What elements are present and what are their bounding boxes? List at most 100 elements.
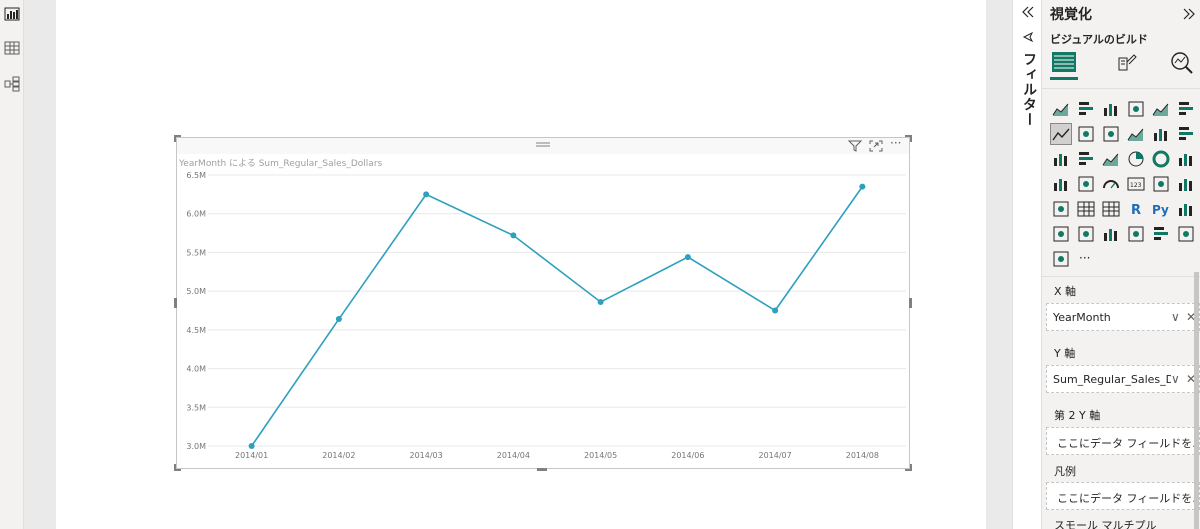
- decomposition-tree-button[interactable]: [1050, 223, 1072, 245]
- small-multiples-label: スモール マルチプル: [1054, 519, 1157, 529]
- line-chart-button[interactable]: [1050, 123, 1072, 145]
- y-tick-label: 5.5M: [186, 248, 206, 257]
- filter-pane-collapsed[interactable]: フィルター: [1012, 0, 1042, 529]
- key-influencers-button[interactable]: [1175, 198, 1197, 220]
- double-chevron-left-icon[interactable]: [1021, 6, 1035, 18]
- data-point[interactable]: [772, 307, 779, 314]
- model-view-icon[interactable]: [4, 76, 20, 92]
- qa-button[interactable]: [1075, 223, 1097, 245]
- decomposition-tree-icon: [1053, 226, 1069, 242]
- y-axis-well[interactable]: Sum_Regular_Sales_D... ∨ ✕: [1046, 365, 1200, 393]
- donut-chart-button[interactable]: [1150, 148, 1172, 170]
- pane-scrollbar[interactable]: [1194, 272, 1199, 529]
- area-chart-button[interactable]: [1075, 123, 1097, 145]
- smart-narrative-icon: [1104, 229, 1117, 241]
- pie-chart-icon: [1128, 151, 1144, 167]
- table-view-icon[interactable]: [4, 40, 20, 56]
- build-visual-tab[interactable]: [1050, 50, 1078, 80]
- resize-handle-left[interactable]: [174, 298, 177, 308]
- chevron-down-icon[interactable]: ∨: [1171, 372, 1180, 386]
- focus-mode-icon[interactable]: [869, 140, 883, 152]
- filter-pane-icon: [1022, 31, 1034, 43]
- pie-chart-button[interactable]: [1125, 148, 1147, 170]
- resize-handle-top-right[interactable]: [905, 135, 912, 142]
- resize-handle-right[interactable]: [909, 298, 912, 308]
- donut-chart-icon: [1152, 150, 1170, 168]
- x-axis-field[interactable]: YearMonth: [1053, 311, 1111, 324]
- data-point[interactable]: [684, 254, 691, 261]
- data-point[interactable]: [597, 298, 604, 305]
- slicer-icon: [1053, 201, 1069, 217]
- ribbon-chart-button[interactable]: [1175, 123, 1197, 145]
- resize-handle-bottom-right[interactable]: [905, 464, 912, 471]
- power-automate-button[interactable]: [1050, 248, 1072, 270]
- remove-field-icon[interactable]: ✕: [1186, 372, 1197, 386]
- secondary-y-axis-label: 第 2 Y 軸: [1054, 409, 1101, 422]
- more-options-icon[interactable]: ···: [890, 136, 902, 150]
- gauge-button[interactable]: [1100, 173, 1122, 195]
- 100-stacked-column-chart-button[interactable]: [1175, 98, 1197, 120]
- report-view-icon[interactable]: [4, 6, 20, 22]
- power-automate-icon: [1053, 251, 1069, 267]
- clustered-bar-chart-button[interactable]: [1100, 98, 1122, 120]
- y-axis-field[interactable]: Sum_Regular_Sales_D...: [1053, 373, 1171, 386]
- more-visuals-button[interactable]: ···: [1075, 248, 1097, 270]
- data-point[interactable]: [859, 183, 866, 190]
- analytics-icon: [1171, 52, 1193, 74]
- chevron-down-icon[interactable]: ∨: [1171, 310, 1180, 324]
- more-visuals-icon: ···: [1079, 251, 1090, 265]
- line-chart-visual[interactable]: ··· YearMonth による Sum_Regular_Sales_Doll…: [174, 135, 912, 471]
- slicer-button[interactable]: [1050, 198, 1072, 220]
- data-point[interactable]: [248, 443, 255, 449]
- svg-text:R: R: [1131, 203, 1141, 218]
- trophy-icon: [1128, 226, 1144, 242]
- line-stacked-column-button[interactable]: [1150, 123, 1172, 145]
- x-axis-well[interactable]: YearMonth ∨ ✕: [1046, 303, 1200, 331]
- data-point[interactable]: [335, 316, 342, 323]
- double-chevron-right-icon[interactable]: [1183, 8, 1195, 20]
- matrix-button[interactable]: [1100, 198, 1122, 220]
- map-button[interactable]: [1050, 173, 1072, 195]
- line-clustered-column-icon: [1127, 128, 1144, 141]
- resize-handle-bottom[interactable]: [537, 468, 547, 471]
- data-point[interactable]: [510, 232, 517, 239]
- filled-map-button[interactable]: [1075, 173, 1097, 195]
- stacked-bar-chart-button[interactable]: [1050, 98, 1072, 120]
- paginated-report-button[interactable]: [1150, 223, 1172, 245]
- power-apps-button[interactable]: [1175, 223, 1197, 245]
- python-visual-button[interactable]: Py: [1150, 198, 1172, 220]
- kpi-button[interactable]: [1175, 173, 1197, 195]
- section-divider: [1042, 276, 1200, 277]
- card-button[interactable]: 123: [1125, 173, 1147, 195]
- treemap-icon: [1179, 154, 1192, 166]
- remove-field-icon[interactable]: ✕: [1186, 310, 1197, 324]
- gridlines: [208, 174, 906, 447]
- stacked-column-chart-button[interactable]: [1075, 98, 1097, 120]
- secondary-y-axis-well[interactable]: ここにデータ フィールドを...: [1046, 427, 1200, 455]
- treemap-button[interactable]: [1175, 148, 1197, 170]
- trophy-button[interactable]: [1125, 223, 1147, 245]
- smart-narrative-button[interactable]: [1100, 223, 1122, 245]
- data-points: [248, 183, 866, 449]
- table-button[interactable]: [1075, 198, 1097, 220]
- format-visual-icon: [1118, 54, 1137, 71]
- filter-pane-label[interactable]: フィルター: [1021, 52, 1037, 127]
- line-clustered-column-button[interactable]: [1125, 123, 1147, 145]
- drag-grip-icon[interactable]: [536, 141, 550, 149]
- analytics-tab[interactable]: [1168, 50, 1196, 80]
- filter-icon[interactable]: [848, 140, 862, 152]
- multi-row-card-button[interactable]: [1150, 173, 1172, 195]
- funnel-chart-button[interactable]: [1075, 148, 1097, 170]
- 100-stacked-bar-chart-button[interactable]: [1150, 98, 1172, 120]
- format-visual-tab[interactable]: [1112, 50, 1140, 80]
- data-point[interactable]: [423, 191, 430, 198]
- clustered-column-chart-button[interactable]: [1125, 98, 1147, 120]
- x-tick-label: 2014/06: [671, 451, 704, 460]
- waterfall-chart-button[interactable]: [1050, 148, 1072, 170]
- r-script-button[interactable]: R: [1125, 198, 1147, 220]
- resize-handle-top-left[interactable]: [174, 135, 181, 142]
- stacked-area-chart-button[interactable]: [1100, 123, 1122, 145]
- scatter-chart-button[interactable]: [1100, 148, 1122, 170]
- legend-well[interactable]: ここにデータ フィールドを...: [1046, 482, 1200, 510]
- resize-handle-bottom-left[interactable]: [174, 464, 181, 471]
